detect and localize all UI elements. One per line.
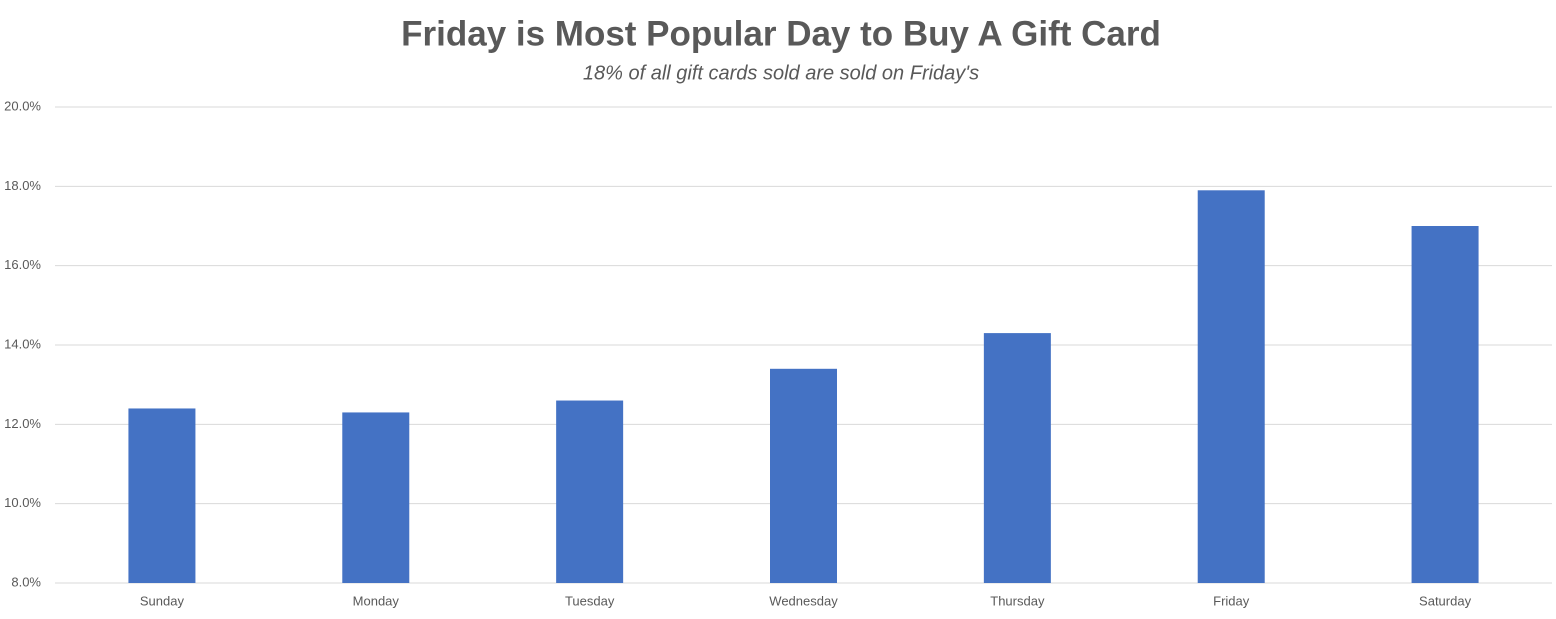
- y-tick-label: 20.0%: [4, 98, 41, 113]
- x-tick-label: Sunday: [140, 593, 185, 608]
- bar: [556, 400, 624, 583]
- y-tick-label: 8.0%: [11, 574, 41, 589]
- y-tick-label: 12.0%: [4, 416, 41, 431]
- bar: [1411, 226, 1479, 583]
- x-tick-label: Tuesday: [565, 593, 615, 608]
- x-tick-label: Monday: [353, 593, 400, 608]
- bar: [1197, 190, 1265, 584]
- x-tick-label: Wednesday: [769, 593, 838, 608]
- bar: [342, 412, 410, 583]
- chart-title: Friday is Most Popular Day to Buy A Gift…: [401, 14, 1161, 53]
- bar: [770, 368, 837, 583]
- y-tick-label: 10.0%: [4, 495, 41, 510]
- x-tick-label: Saturday: [1419, 593, 1472, 608]
- y-tick-label: 18.0%: [4, 178, 41, 193]
- bar: [983, 333, 1051, 583]
- y-tick-label: 14.0%: [4, 336, 41, 351]
- chart-subtitle: 18% of all gift cards sold are sold on F…: [583, 62, 979, 84]
- y-tick-label: 16.0%: [4, 257, 41, 272]
- x-tick-label: Friday: [1213, 593, 1250, 608]
- x-tick-label: Thursday: [990, 593, 1045, 608]
- bar: [128, 408, 196, 583]
